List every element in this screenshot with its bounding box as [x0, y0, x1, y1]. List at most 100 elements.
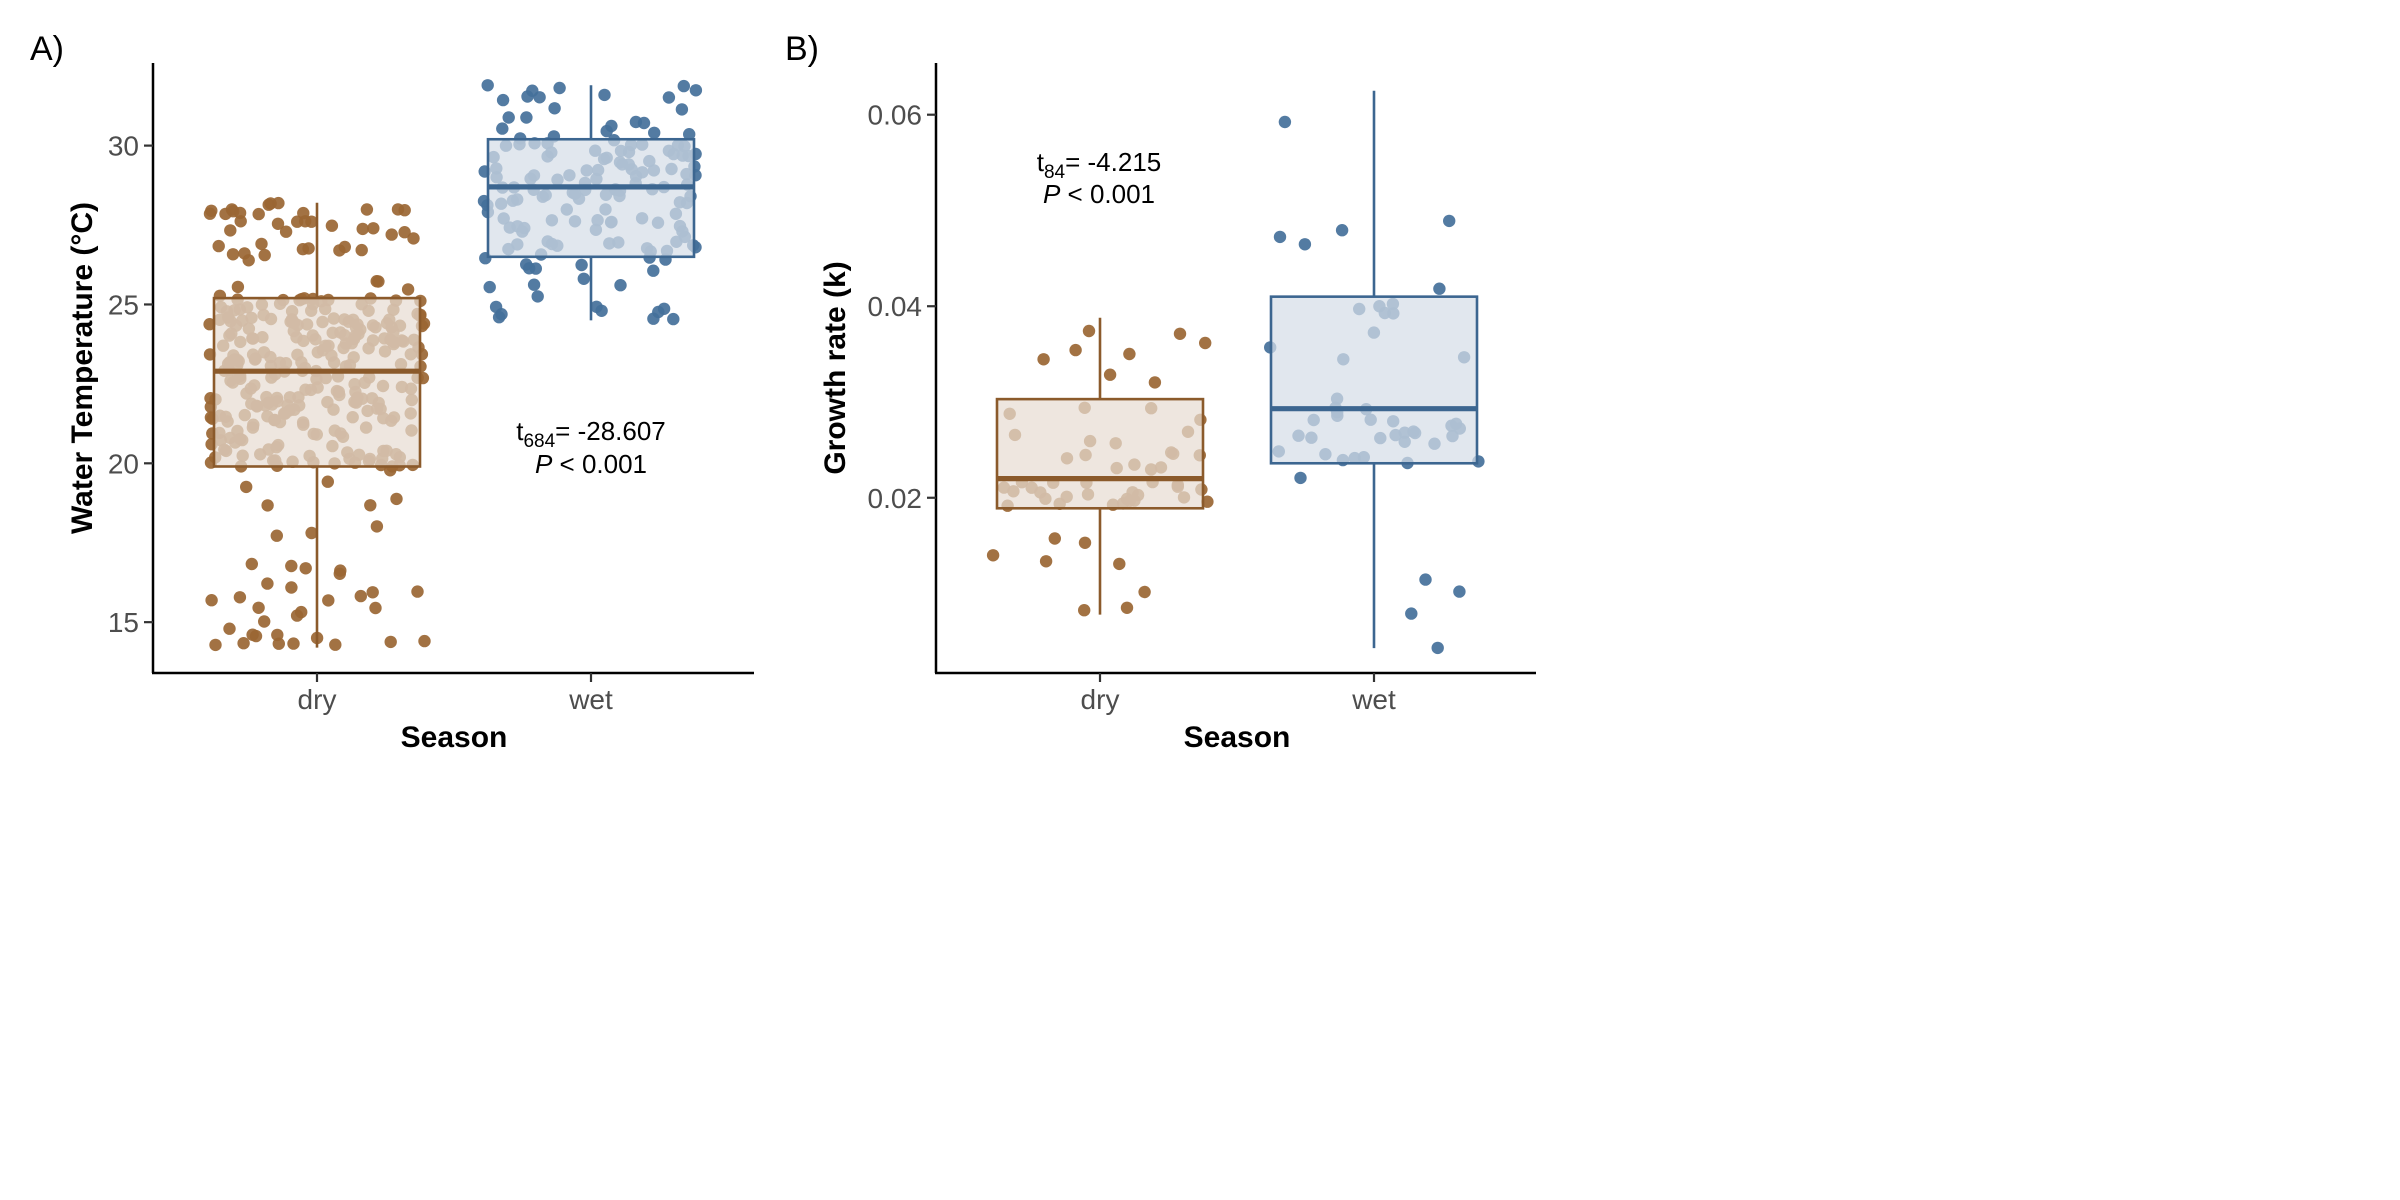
panel-a-p-value: P < 0.001	[535, 449, 647, 479]
panel-a-point-wet	[605, 119, 618, 133]
panel-b-point-wet	[1453, 585, 1466, 598]
panel-a-point-dry	[385, 228, 398, 241]
panel-a-t-value: = -28.607	[555, 416, 666, 446]
panel-a-point-dry	[299, 562, 312, 575]
panel-b-boxplot-wet	[1269, 90, 1479, 649]
panel-b-point-dry	[1048, 532, 1062, 545]
figure: A) 15 20 25 30 dry wet Season Water Temperat…	[30, 30, 1536, 754]
panel-a-point-dry	[271, 217, 285, 230]
panel-a-point-dry	[338, 240, 351, 254]
panel-b-point-dry	[1201, 495, 1214, 508]
panel-a-point-dry	[302, 242, 315, 255]
panel-b-point-dry	[1120, 601, 1134, 614]
panel-a-point-dry	[223, 622, 236, 635]
panel-a-point-dry	[264, 197, 277, 210]
panel-a-point-dry	[384, 635, 397, 649]
panel-b-point-dry	[1138, 585, 1151, 599]
panel-a-y-tick-label: 15	[108, 607, 139, 638]
panel-a-point-dry	[225, 203, 239, 216]
panel-a-point-wet	[502, 111, 515, 124]
panel-a-point-dry	[321, 475, 334, 488]
panel-a-point-wet	[481, 79, 494, 92]
panel-a-point-wet	[529, 262, 542, 275]
panel-b-point-wet	[1433, 282, 1446, 295]
panel-b-boxplot-dry	[995, 317, 1205, 615]
panel-a-point-wet	[489, 300, 503, 314]
panel-b-x-tick-label-wet: wet	[1351, 684, 1396, 715]
panel-b-iqr-box-wet	[1269, 295, 1479, 465]
panel-b-point-dry	[1082, 324, 1096, 338]
panel-a-point-wet	[647, 264, 660, 277]
panel-a-point-dry	[366, 586, 379, 599]
panel-b-point-dry	[1173, 327, 1187, 340]
panel-a-point-dry	[287, 637, 300, 650]
panel-a-point-dry	[258, 248, 271, 262]
panel-a-y-tick-label: 20	[108, 448, 139, 479]
panel-a-x-axis-title: Season	[401, 721, 508, 754]
panel-a-point-wet	[520, 111, 533, 124]
panel-a-point-wet	[648, 126, 661, 139]
panel-a-point-dry	[333, 567, 346, 580]
panel-a-point-dry	[246, 628, 259, 641]
panel-b-point-dry	[1039, 555, 1053, 568]
panel-a-point-dry	[252, 207, 265, 221]
panel-b-x-ticks: dry wet	[1081, 673, 1396, 715]
panel-a-point-dry	[258, 615, 271, 628]
panel-a-point-dry	[305, 526, 318, 540]
panel-a-point-dry	[356, 222, 369, 236]
panel-b-boxes	[995, 90, 1479, 649]
panel-b-point-dry	[1123, 347, 1136, 361]
panel-a-point-dry	[255, 237, 268, 251]
panel-b-y-tick-label: 0.06	[868, 100, 923, 131]
panel-a-point-dry	[369, 601, 382, 615]
panel-a-point-dry	[355, 243, 368, 257]
panel-a-point-dry	[209, 638, 222, 652]
panel-a-y-tick-label: 30	[108, 131, 139, 162]
panel-a-point-wet	[577, 272, 590, 285]
panel-a-point-dry	[242, 254, 255, 267]
panel-a-point-dry	[212, 239, 225, 253]
panel-b-point-wet	[1273, 230, 1287, 244]
panel-b-y-tick-label: 0.02	[868, 483, 923, 514]
panel-a-letter: A)	[30, 30, 64, 68]
panel-a-point-dry	[245, 557, 258, 571]
panel-a-point-dry	[203, 207, 217, 220]
panel-a-point-wet	[553, 81, 566, 95]
panel-a-point-dry	[285, 581, 298, 594]
panel-a-point-wet	[492, 311, 506, 324]
panel-b-x-tick-label-dry: dry	[1081, 684, 1120, 715]
panel-a-boxes	[212, 85, 696, 648]
panel-b-y-tick-label: 0.04	[868, 291, 923, 322]
panel-b-point-wet	[1405, 607, 1418, 620]
panel-a-point-dry	[226, 248, 240, 261]
panel-b-p-text: < 0.001	[1060, 179, 1155, 209]
panel-a-point-dry	[360, 203, 374, 216]
panel-b-y-ticks: 0.02 0.04 0.06	[868, 100, 936, 514]
panel-a-point-dry	[322, 594, 335, 607]
panel-a-boxplot-dry	[212, 202, 422, 648]
panel-a-point-wet	[614, 279, 627, 292]
panel-a-x-ticks: dry wet	[298, 673, 613, 715]
panel-a-point-wet	[548, 102, 561, 115]
panel-a-point-dry	[329, 638, 342, 651]
panel-a-point-dry	[354, 589, 367, 603]
panel-a-point-dry	[407, 232, 420, 245]
panel-a-point-dry	[237, 637, 250, 650]
panel-b-y-axis-title: Growth rate (k)	[819, 261, 852, 474]
panel-b-point-wet	[1294, 471, 1307, 485]
panel-a-p-text: < 0.001	[552, 449, 647, 479]
panel-a-point-wet	[675, 103, 689, 116]
panel-a-t-label: t	[516, 416, 524, 446]
panel-a-point-dry	[205, 594, 218, 607]
panel-a-point-dry	[367, 222, 380, 235]
panel-a-y-axis-title: Water Temperature (°C)	[66, 202, 99, 534]
panel-a-t-statistic: t684= -28.607	[516, 416, 666, 452]
panel-b-point-dry	[1148, 376, 1162, 389]
panel-a-point-dry	[252, 601, 265, 614]
panel-a-point-wet	[496, 122, 509, 135]
panel-b-point-dry	[1103, 368, 1117, 381]
panel-a-point-dry	[279, 225, 293, 238]
panel-a-point-wet	[496, 93, 510, 107]
panel-a-point-dry	[418, 634, 431, 648]
panel-b-point-dry	[1078, 604, 1091, 617]
